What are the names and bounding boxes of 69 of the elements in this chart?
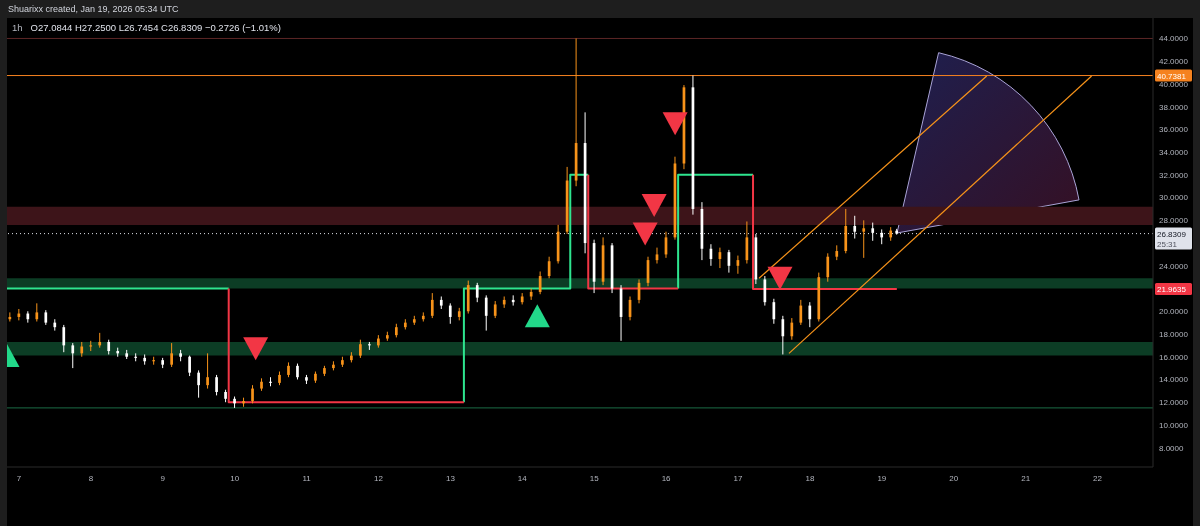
x-tick-label: 20 (949, 473, 959, 483)
y-tick-label: 20.0000 (1159, 307, 1189, 317)
candlestick (781, 315, 785, 355)
y-tick-label: 40.0000 (1159, 79, 1189, 89)
y-tick-label: 30.0000 (1159, 193, 1189, 203)
candlestick (484, 294, 488, 332)
candlestick (206, 352, 209, 390)
point (767, 266, 793, 290)
x-tick-label: 16 (661, 473, 672, 483)
y-tick-label: 24.0000 (1159, 261, 1189, 271)
y-tick-label: 28.0000 (1159, 216, 1189, 226)
y-tick-label: 32.0000 (1159, 170, 1189, 180)
x-tick-label: 17 (733, 473, 744, 483)
y-tick-label: 42.0000 (1159, 57, 1189, 67)
x-tick-label: 19 (877, 473, 887, 483)
candlestick (853, 215, 857, 240)
y-tick-label: 10.0000 (1159, 420, 1189, 430)
y-tick-label: 21.9635 (1157, 284, 1187, 294)
y-tick-label: 12.0000 (1159, 398, 1189, 408)
point (632, 222, 658, 246)
candlestick (790, 317, 794, 341)
y-tick-label: 8.0000 (1159, 443, 1185, 453)
x-tick-label: 15 (589, 473, 600, 483)
x-tick-label: 9 (160, 473, 166, 483)
candlestick (826, 252, 830, 283)
y-tick-label: 16.0000 (1159, 352, 1189, 362)
point (243, 337, 269, 361)
x-tick-label: 10 (230, 473, 240, 483)
candlestick (808, 301, 812, 328)
ref-line-label: 40.7381 (1157, 71, 1187, 81)
candlestick (62, 324, 66, 353)
candlestick (251, 384, 254, 404)
candlestick (475, 282, 479, 303)
x-tick-label: 21 (1021, 473, 1031, 483)
candlestick (448, 302, 452, 325)
candlestick (538, 270, 542, 295)
candlestick (71, 342, 75, 369)
y-tick-label: 44.0000 (1159, 34, 1189, 44)
candlestick (35, 302, 39, 322)
candlestick (359, 339, 362, 359)
candlestick (862, 219, 866, 259)
candlestick (511, 294, 515, 307)
x-tick-label: 7 (16, 473, 22, 483)
x-tick-label: 13 (445, 473, 456, 483)
candlestick (215, 374, 218, 396)
x-tick-label: 14 (517, 473, 528, 483)
x-tick-label: 22 (1093, 473, 1103, 483)
point (662, 112, 688, 136)
y-tick-label: 34.0000 (1159, 147, 1189, 157)
text: Shuarixx created, Jan 19, 2026 05:34 UTC (8, 4, 179, 14)
candlestick (430, 292, 434, 319)
y-tick-label: 18.0000 (1159, 329, 1189, 339)
candlestick (170, 342, 173, 368)
x-tick-label: 18 (805, 473, 815, 483)
y-tick-label: 36.0000 (1159, 125, 1189, 135)
ref-line-label: 26.8309 25:31 (1157, 229, 1187, 249)
y-tick-label: 38.0000 (1159, 102, 1189, 112)
x-tick-label: 11 (302, 473, 312, 483)
text: O27.0844 H27.2500 L26.7454 C26.8309 −0.2726 (−1.01%) (30, 21, 281, 34)
candlestick (197, 369, 200, 399)
x-tick-label: 12 (374, 473, 384, 483)
candlestick (772, 298, 776, 325)
candlestick (799, 299, 803, 326)
y-tick-label: 14.0000 (1159, 375, 1189, 385)
x-tick-label: 8 (88, 473, 94, 483)
text: 1h (12, 21, 23, 34)
candlestick (188, 355, 191, 377)
candlestick (871, 222, 875, 242)
point (641, 194, 667, 218)
